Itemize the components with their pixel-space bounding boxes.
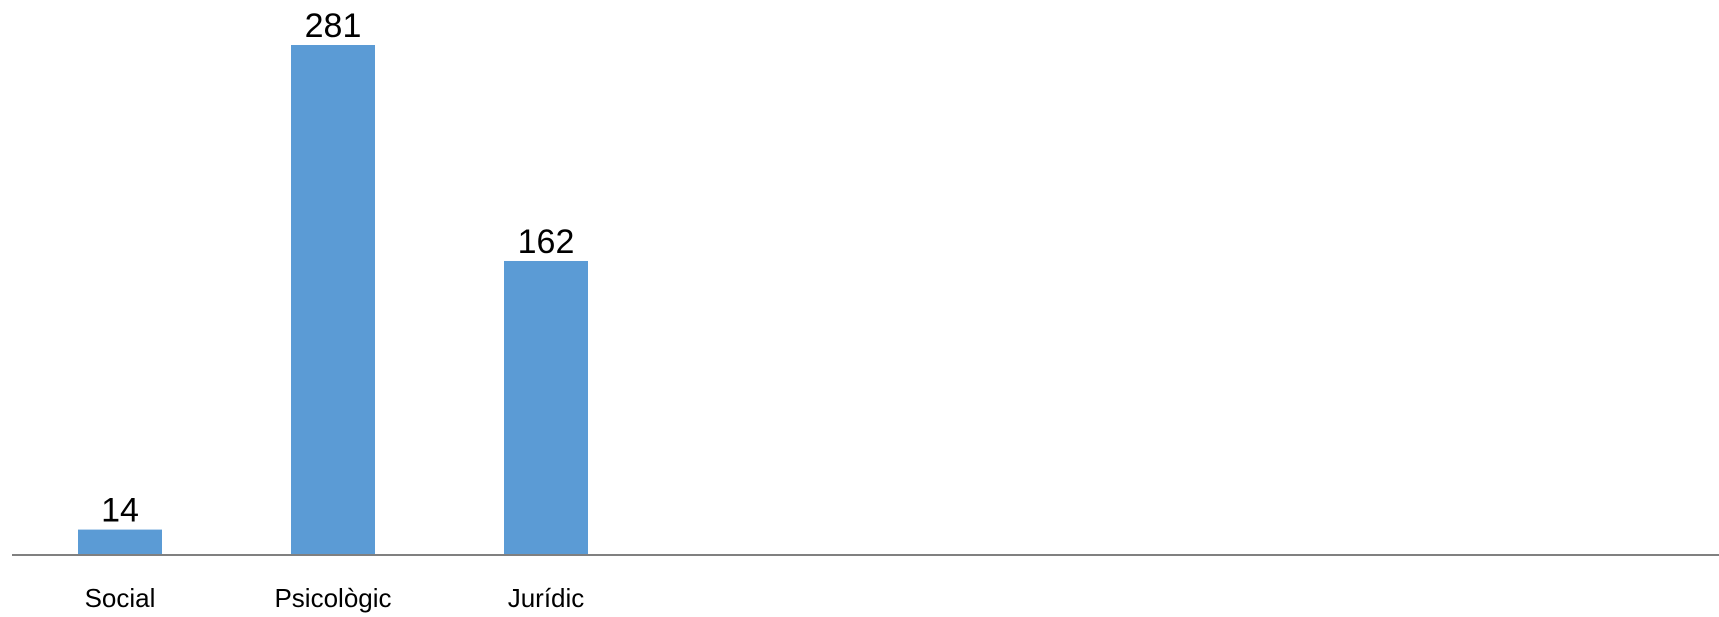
data-label-2: 162 — [518, 223, 575, 261]
x-tick-label-2: Jurídic — [508, 583, 585, 613]
x-tick-label-0: Social — [85, 583, 156, 613]
bar-1 — [291, 45, 375, 555]
data-labels-group: 14 281 162 — [101, 7, 574, 530]
data-label-1: 281 — [305, 7, 362, 45]
x-tick-label-1: Psicològic — [274, 583, 391, 613]
x-tick-labels-group: Social Psicològic Jurídic — [85, 583, 585, 613]
bars-group — [78, 45, 588, 555]
bar-2 — [504, 260, 588, 555]
bar-0 — [78, 529, 162, 555]
data-label-0: 14 — [101, 492, 139, 530]
